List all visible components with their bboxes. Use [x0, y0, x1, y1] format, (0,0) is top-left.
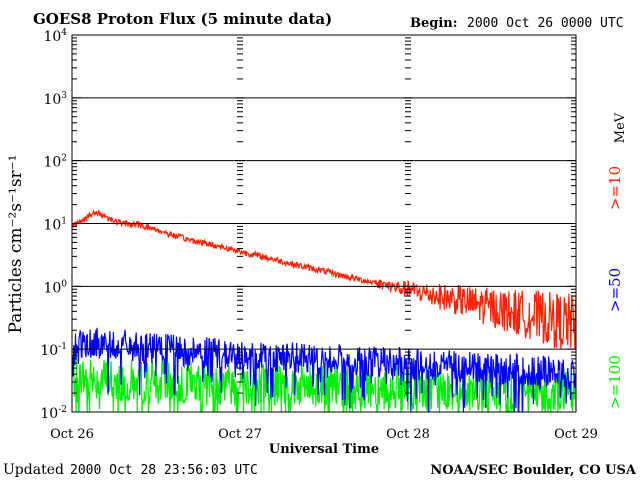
x-tick-label: Oct 29: [554, 427, 598, 442]
legend-label-gte10: >=10: [606, 166, 624, 210]
legend-unit: MeV: [613, 112, 628, 143]
y-tick-label: 100: [43, 279, 67, 296]
x-tick-label: Oct 26: [50, 427, 94, 442]
y-tick-label: 10-1: [40, 342, 67, 359]
footer-updated-value: 2000 Oct 28 23:56:03 UTC: [70, 463, 258, 478]
y-tick-label: 10-2: [40, 405, 67, 422]
legend-label-gte100: >=100: [606, 355, 624, 409]
series-line-gte50: [71, 327, 577, 413]
legend-label-gte50: >=50: [606, 268, 624, 312]
y-tick-label: 103: [43, 91, 67, 108]
series-line-gte10: [71, 209, 577, 350]
y-axis-label: Particles cm⁻²s⁻¹sr⁻¹: [6, 155, 26, 334]
begin-label: Begin:: [410, 16, 458, 31]
x-tick-label: Oct 28: [386, 427, 430, 442]
plot-frame: [71, 34, 577, 413]
begin-value: 2000 Oct 26 0000 UTC: [467, 16, 624, 31]
y-tick-label: 102: [43, 154, 67, 171]
y-tick-label: 101: [43, 217, 67, 234]
footer-updated-label: Updated: [3, 462, 64, 478]
y-tick-label: 104: [43, 28, 67, 45]
x-axis-label: Universal Time: [269, 442, 379, 457]
footer-credit: NOAA/SEC Boulder, CO USA: [430, 463, 637, 478]
x-tick-label: Oct 27: [218, 427, 262, 442]
chart-title: GOES8 Proton Flux (5 minute data): [33, 10, 332, 28]
